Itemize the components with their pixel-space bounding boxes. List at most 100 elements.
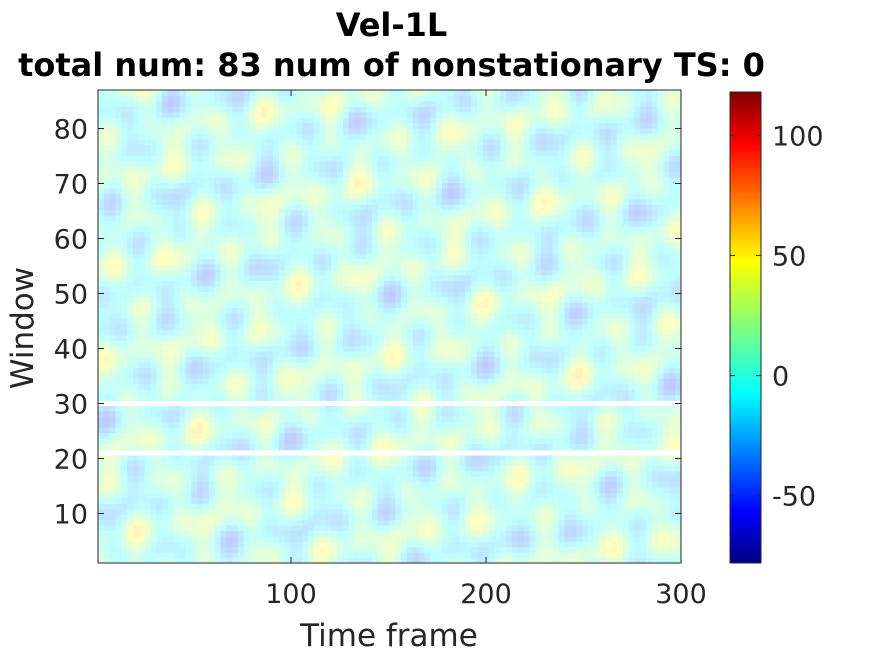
heatmap-cell	[383, 405, 391, 412]
heatmap-cell	[331, 350, 338, 358]
heatmap-cell	[103, 345, 111, 352]
heatmap-cell	[622, 432, 630, 439]
heatmap-cell	[173, 318, 181, 325]
heatmap-cell	[156, 296, 163, 303]
heatmap-cell	[511, 416, 519, 423]
heatmap-cell	[546, 524, 554, 531]
heatmap-cell	[541, 383, 548, 390]
heatmap-cell	[366, 405, 373, 412]
heatmap-cell	[558, 465, 565, 472]
heatmap-cell	[482, 323, 490, 330]
heatmap-cell	[418, 486, 426, 493]
heatmap-cell	[511, 557, 519, 563]
heatmap-cell	[616, 296, 624, 303]
heatmap-cell	[529, 318, 536, 325]
heatmap-cell	[284, 443, 291, 450]
heatmap-cell	[132, 323, 140, 330]
heatmap-cell	[214, 350, 222, 358]
heatmap-cell	[657, 405, 665, 412]
heatmap-cell	[465, 459, 472, 466]
heatmap-cell	[389, 405, 396, 412]
heatmap-cell	[121, 492, 128, 499]
heatmap-cell	[465, 432, 472, 439]
heatmap-cell	[675, 514, 681, 521]
heatmap-cell	[476, 416, 484, 423]
heatmap-cell	[541, 476, 548, 483]
heatmap-cell	[616, 345, 624, 352]
heatmap-cell	[173, 334, 181, 341]
heatmap-cell	[535, 312, 542, 319]
heatmap-cell	[121, 345, 128, 352]
heatmap-cell	[307, 443, 315, 450]
heatmap-cell	[109, 389, 117, 396]
heatmap-cell	[226, 334, 233, 341]
heatmap-cell	[558, 389, 565, 396]
heatmap-cell	[669, 378, 676, 385]
heatmap-cell	[307, 329, 315, 336]
heatmap-cell	[506, 378, 513, 385]
heatmap-cell	[406, 389, 414, 396]
heatmap-cell	[523, 530, 531, 537]
heatmap-cell	[395, 378, 402, 385]
heatmap-cell	[319, 323, 326, 330]
heatmap-cell	[564, 524, 571, 531]
heatmap-cell	[535, 302, 542, 309]
heatmap-cell	[634, 541, 641, 548]
heatmap-cell	[599, 312, 606, 319]
heatmap-cell	[237, 535, 245, 542]
heatmap-cell	[366, 503, 373, 510]
heatmap-cell	[208, 410, 216, 417]
heatmap-cell	[471, 302, 478, 309]
heatmap-cell	[401, 378, 408, 385]
heatmap-cell	[272, 329, 280, 336]
heatmap-cell	[267, 465, 274, 472]
heatmap-cell	[150, 350, 157, 358]
heatmap-cell	[150, 410, 157, 417]
heatmap-cell	[167, 416, 175, 423]
heatmap-cell	[576, 454, 583, 461]
heatmap-cell	[494, 432, 501, 439]
heatmap-cell	[144, 508, 152, 515]
heatmap-cell	[418, 530, 426, 537]
heatmap-cell	[290, 383, 297, 390]
heatmap-cell	[611, 378, 618, 385]
heatmap-cell	[243, 372, 251, 379]
heatmap-cell	[517, 394, 525, 401]
heatmap-cell	[267, 367, 274, 374]
heatmap-cell	[628, 514, 635, 521]
heatmap-cell	[552, 345, 560, 352]
heatmap-cell	[535, 476, 542, 483]
heatmap-cell	[558, 443, 565, 450]
heatmap-cell	[488, 432, 496, 439]
heatmap-cell	[511, 530, 519, 537]
heatmap-cell	[628, 486, 635, 493]
heatmap-cell	[616, 291, 624, 298]
heatmap-cell	[366, 427, 373, 434]
heatmap-cell	[331, 459, 338, 466]
heatmap-cell	[494, 323, 501, 330]
heatmap-cell	[418, 334, 426, 341]
heatmap-cell	[611, 519, 618, 526]
heatmap-cell	[546, 361, 554, 368]
heatmap-cell	[208, 546, 216, 553]
heatmap-cell	[657, 367, 665, 374]
heatmap-cell	[657, 454, 665, 461]
heatmap-cell	[360, 524, 367, 531]
heatmap-cell	[517, 389, 525, 396]
heatmap-cell	[412, 410, 420, 417]
heatmap-cell	[202, 356, 210, 363]
heatmap-cell	[389, 361, 396, 368]
heatmap-cell	[337, 427, 344, 434]
heatmap-cell	[127, 443, 134, 450]
heatmap-cell	[529, 481, 536, 488]
heatmap-cell	[605, 514, 612, 521]
heatmap-cell	[226, 541, 233, 548]
heatmap-cell	[506, 394, 513, 401]
heatmap-cell	[628, 432, 635, 439]
heatmap-cell	[471, 416, 478, 423]
heatmap-cell	[628, 296, 635, 303]
heatmap-cell	[202, 432, 210, 439]
heatmap-cell	[313, 535, 321, 542]
heatmap-cell	[395, 421, 402, 428]
heatmap-cell	[313, 514, 321, 521]
